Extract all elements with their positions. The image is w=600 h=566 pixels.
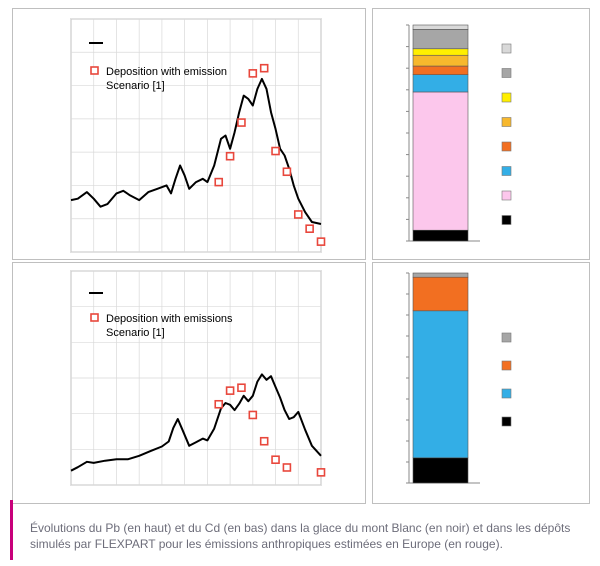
cd-ice-chart-panel: Deposition with emissions Scenario [1] <box>12 262 366 504</box>
caption-accent-bar <box>10 500 13 560</box>
legend-swatch <box>501 43 512 54</box>
legend-swatch <box>501 360 512 371</box>
pb-ice-chart: Deposition with emission Scenario [1] <box>70 18 326 253</box>
deposition-point <box>248 410 258 420</box>
deposition-point <box>271 146 280 156</box>
legend-swatch <box>501 190 512 201</box>
pb-sources-chart-panel <box>372 8 590 260</box>
pb-sources-chart <box>406 24 512 242</box>
deposition-point <box>316 468 326 477</box>
legend-swatch <box>501 215 512 225</box>
legend-square-swatch <box>90 66 99 75</box>
bar-segment-cu-smelter <box>412 65 469 75</box>
legend-swatch <box>501 92 512 103</box>
legend-label: Deposition with emissions Scenario [1] <box>106 313 233 339</box>
deposition-point <box>259 63 269 73</box>
legend-swatch <box>501 117 512 127</box>
legend-label: Deposition with emission Scenario [1] <box>106 66 227 92</box>
deposition-point <box>214 399 224 409</box>
deposition-point <box>305 224 314 233</box>
deposition-point <box>271 455 280 465</box>
pb-ice-chart-panel: Deposition with emission Scenario [1] <box>12 8 366 260</box>
deposition-point <box>237 383 246 393</box>
deposition-point <box>225 386 235 395</box>
bar-segment-coal <box>412 229 469 242</box>
deposition-point <box>214 177 224 187</box>
bar-segment-zn-smelter <box>412 310 469 459</box>
deposition-point <box>282 463 292 472</box>
deposition-point <box>259 436 269 446</box>
deposition-point <box>248 69 258 78</box>
bar-segment-gasoline <box>412 91 469 231</box>
legend-swatch <box>501 388 512 399</box>
bar-segment-coal <box>412 457 469 484</box>
deposition-point <box>293 210 303 219</box>
bar-segment-pb-smelter <box>412 54 469 67</box>
legend-swatch <box>501 141 512 152</box>
legend-swatch <box>501 166 512 176</box>
bar-segment-pig-iron <box>412 29 469 50</box>
bar-segment-zn-smelter <box>412 74 469 93</box>
legend-swatch <box>501 416 512 427</box>
cd-ice-chart: Deposition with emissions Scenario [1] <box>70 270 326 486</box>
legend-swatch <box>501 332 512 343</box>
ice-concentration-line <box>70 77 322 225</box>
bar-segment-cu-smelter <box>412 276 469 312</box>
cd-sources-chart-panel <box>372 262 590 504</box>
ice-concentration-line <box>70 373 322 472</box>
deposition-point <box>225 151 235 161</box>
deposition-point <box>282 167 292 177</box>
plot-area <box>70 18 322 253</box>
legend-swatch <box>501 68 512 78</box>
figure-caption: Évolutions du Pb (en haut) et du Cd (en … <box>30 521 571 551</box>
deposition-point <box>237 118 246 127</box>
legend-square-swatch <box>90 313 99 322</box>
bar-segment-pig-iron <box>412 272 469 278</box>
cd-sources-chart <box>406 272 512 484</box>
deposition-point <box>316 237 326 246</box>
bar-segment-pb-mining <box>412 48 469 56</box>
bar-segment-steel <box>412 24 469 30</box>
